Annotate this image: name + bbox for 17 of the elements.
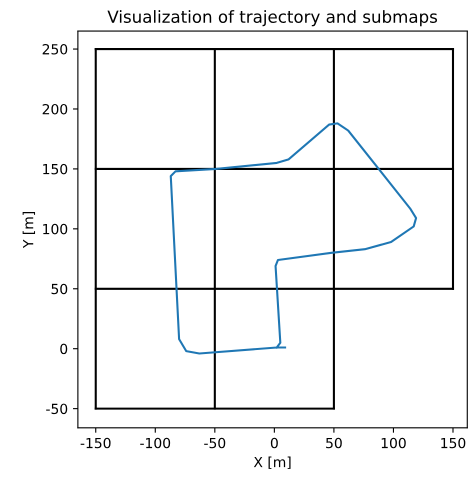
y-axis-title: Y [m] — [22, 212, 36, 248]
y-tick-label: 200 — [42, 104, 68, 114]
y-tick-label: 50 — [52, 284, 68, 294]
y-tick-label: -50 — [46, 404, 68, 414]
x-tick-label: 0 — [270, 438, 278, 448]
x-axis-title: X [m] — [254, 456, 291, 469]
x-tick-label: 50 — [326, 438, 342, 448]
x-tick-label: -100 — [140, 438, 170, 448]
x-tick-label: -150 — [80, 438, 111, 448]
y-tick-label: 100 — [43, 224, 68, 234]
y-tick-label: 250 — [42, 44, 68, 55]
x-tick-label: -50 — [204, 438, 226, 448]
x-tick-label: 150 — [441, 438, 466, 448]
x-tick-label: 100 — [382, 438, 406, 448]
y-tick-label: 0 — [60, 344, 68, 354]
y-tick-label: 150 — [43, 164, 68, 174]
chart-title: Visualization of trajectory and submaps — [107, 10, 438, 26]
